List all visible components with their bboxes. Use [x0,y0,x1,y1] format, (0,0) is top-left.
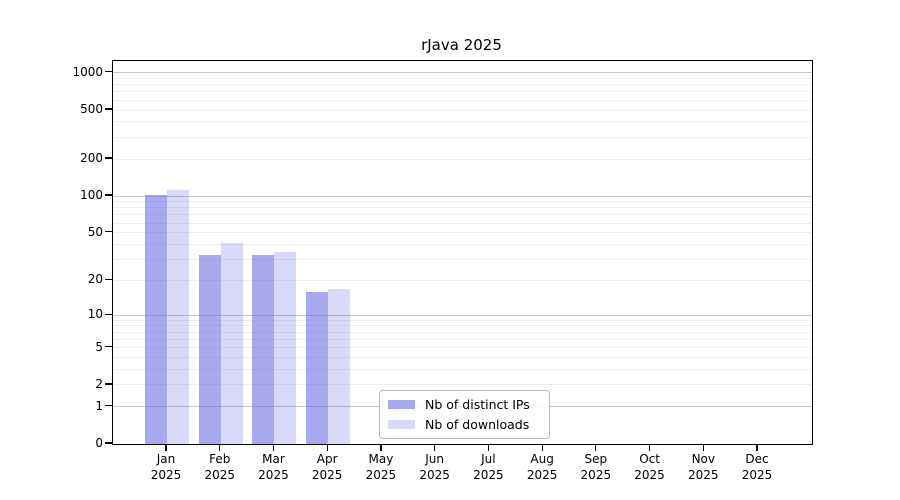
gridline-minor [113,319,812,321]
x-tick-label: Feb 2025 [204,452,235,482]
y-tick-label: 5 [95,339,103,354]
x-tick-mark [487,444,489,451]
legend: Nb of distinct IPs Nb of downloads [379,390,550,439]
gridline-minor [113,232,812,234]
y-tick-mark [105,71,112,73]
x-tick-mark [541,444,543,451]
legend-swatch-downloads-icon [388,420,415,429]
y-tick-mark [105,442,112,444]
legend-label-downloads: Nb of downloads [425,417,530,432]
y-tick-label: 500 [80,102,103,117]
x-tick-mark [648,444,651,451]
gridline-minor [113,201,812,203]
x-tick-label: Aug 2025 [526,452,558,482]
y-tick-mark [105,405,112,407]
gridline-minor [113,222,812,224]
y-tick-label: 100 [80,188,103,203]
gridline-minor [113,91,812,93]
y-tick-label: 2 [95,376,103,391]
y-tick-mark [105,231,112,233]
gridline-minor [113,84,812,86]
y-tick-label: 50 [87,224,103,239]
bar-distinct-ips [198,254,221,444]
x-tick-mark [165,444,167,451]
gridline-minor [113,214,812,216]
x-tick-mark [756,444,758,451]
gridline-minor [113,109,812,111]
bar-distinct-ips [252,254,275,444]
x-tick-mark [380,444,382,451]
gridline-minor [113,136,812,138]
legend-item-downloads: Nb of downloads [388,417,543,432]
x-tick-label: Jul 2025 [473,452,504,482]
gridline-minor [113,121,812,123]
x-tick-label: Oct 2025 [634,452,665,482]
y-tick-mark [105,108,112,110]
y-tick-label: 1000 [72,64,103,79]
y-tick-mark [105,383,112,385]
x-tick-label: Mar 2025 [258,452,289,482]
gridline-major [113,314,812,316]
gridline-minor [113,384,812,386]
y-tick-mark [105,313,112,315]
gridline-minor [113,158,812,160]
legend-item-distinct-ips: Nb of distinct IPs [388,397,543,412]
y-tick-label: 200 [80,151,103,166]
y-tick-mark [105,194,112,196]
y-tick-label: 10 [87,307,103,322]
y-tick-label: 1 [95,398,103,413]
chart-title: rJava 2025 [421,36,502,54]
gridline-minor [113,338,812,340]
x-tick-label: Jun 2025 [419,452,450,482]
x-tick-mark [595,444,597,451]
legend-swatch-distinct-ips-icon [388,400,415,409]
y-tick-label: 20 [87,272,103,287]
gridline-minor [113,99,812,101]
bar-downloads [220,243,243,444]
y-tick-mark [105,278,112,281]
gridline-major [113,195,812,197]
bar-distinct-ips [306,291,329,444]
gridline-minor [113,357,812,359]
gridline-minor [113,259,812,261]
x-tick-label: Nov 2025 [688,452,719,482]
x-tick-label: Sep 2025 [580,452,612,482]
x-tick-label: Jan 2025 [150,452,182,482]
gridline-minor [113,78,812,79]
y-tick-label: 0 [95,436,103,450]
y-tick-mark [105,157,112,159]
gridline-minor [113,279,812,281]
y-tick-mark [105,346,112,348]
gridline-minor [113,347,812,349]
gridline-major [113,72,812,74]
plot-area: Nb of distinct IPs Nb of downloads [112,60,813,445]
bar-distinct-ips [145,194,167,444]
legend-label-distinct-ips: Nb of distinct IPs [425,397,530,412]
x-tick-mark [702,444,704,451]
bar-downloads [167,189,189,444]
bar-downloads [328,288,351,444]
gridline-minor [113,207,812,209]
gridline-minor [113,369,812,371]
bar-downloads [274,251,297,444]
x-tick-label: Dec 2025 [741,452,773,482]
x-tick-mark [326,444,328,451]
x-tick-mark [272,444,275,451]
gridline-minor [113,243,812,245]
gridline-minor [113,331,812,333]
gridline-minor [113,325,812,327]
x-tick-label: May 2025 [365,452,397,482]
x-tick-mark [434,444,436,451]
x-tick-mark [219,444,221,451]
x-tick-label: Apr 2025 [311,452,343,482]
